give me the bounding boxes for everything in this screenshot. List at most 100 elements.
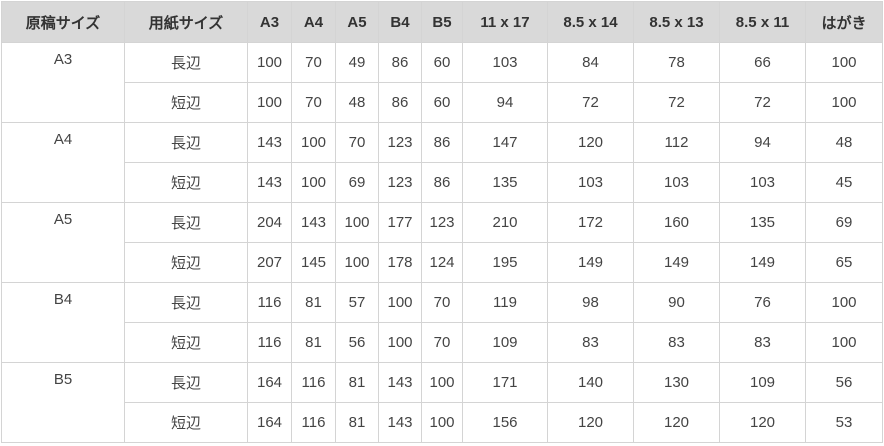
table-row: A5 長辺 204 143 100 177 123 210 172 160 135 69 (1, 202, 883, 283)
ratio-cell: 130 (633, 362, 720, 403)
ratio-cell: 112 (633, 122, 720, 163)
table-row: A4 長辺 143 100 70 123 86 147 120 112 94 48 (1, 122, 883, 203)
original-size: A4 (1, 122, 125, 203)
ratio-cell: 72 (719, 82, 806, 123)
column-header: 8.5 x 14 (547, 1, 634, 43)
ratio-cell: 98 (547, 282, 634, 323)
ratio-cell: 145 (291, 242, 336, 283)
original-size: B4 (1, 282, 125, 363)
ratio-cell: 72 (633, 82, 720, 123)
ratio-cell: 143 (247, 122, 292, 163)
column-header: B5 (421, 1, 463, 43)
ratio-cell: 90 (633, 282, 720, 323)
ratio-cell: 100 (378, 322, 422, 363)
ratio-cell: 70 (291, 42, 336, 83)
paper-side: 短辺 (124, 162, 248, 203)
paper-side: 長辺 (124, 42, 248, 83)
ratio-cell: 100 (421, 402, 463, 443)
ratio-cell: 149 (719, 242, 806, 283)
ratio-cell: 100 (805, 322, 883, 363)
ratio-cell: 70 (335, 122, 379, 163)
table-row: 短辺 143 100 69 123 86 135 103 103 103 45 (2, 162, 883, 203)
ratio-cell: 143 (291, 202, 336, 243)
ratio-cell: 65 (805, 242, 883, 283)
ratio-cell: 156 (462, 402, 548, 443)
ratio-cell: 204 (247, 202, 292, 243)
ratio-cell: 120 (547, 402, 634, 443)
ratio-cell: 120 (547, 122, 634, 163)
ratio-cell: 72 (547, 82, 634, 123)
ratio-cell: 70 (421, 282, 463, 323)
ratio-cell: 143 (247, 162, 292, 203)
ratio-cell: 100 (335, 242, 379, 283)
paper-side: 短辺 (124, 402, 248, 443)
ratio-cell: 83 (719, 322, 806, 363)
ratio-cell: 100 (247, 82, 292, 123)
column-header: はがき (805, 1, 883, 43)
column-header: 用紙サイズ (124, 1, 248, 43)
ratio-cell: 94 (719, 122, 806, 163)
table-row: B5 長辺 164 116 81 143 100 171 140 130 109 56 (1, 362, 883, 443)
table-body: A3 長辺 100 70 49 86 60 103 84 78 66 100 短辺 100 70 48 86 60… (1, 42, 883, 443)
ratio-cell: 172 (547, 202, 634, 243)
ratio-cell: 177 (378, 202, 422, 243)
ratio-cell: 120 (633, 402, 720, 443)
ratio-cell: 149 (547, 242, 634, 283)
ratio-cell: 147 (462, 122, 548, 163)
ratio-cell: 123 (378, 162, 422, 203)
ratio-cell: 195 (462, 242, 548, 283)
table-row: B4 長辺 116 81 57 100 70 119 98 90 76 100 (1, 282, 883, 363)
ratio-cell: 57 (335, 282, 379, 323)
ratio-cell: 149 (633, 242, 720, 283)
ratio-cell: 178 (378, 242, 422, 283)
ratio-cell: 143 (378, 402, 422, 443)
ratio-cell: 140 (547, 362, 634, 403)
paper-side: 長辺 (124, 122, 248, 163)
paper-side: 短辺 (124, 322, 248, 363)
ratio-cell: 116 (247, 322, 292, 363)
table-row: 短辺 164 116 81 143 100 156 120 120 120 53 (2, 402, 883, 443)
ratio-cell: 143 (378, 362, 422, 403)
ratio-cell: 207 (247, 242, 292, 283)
ratio-cell: 60 (421, 82, 463, 123)
table-row: 短辺 116 81 56 100 70 109 83 83 83 100 (2, 322, 883, 363)
ratio-cell: 81 (335, 402, 379, 443)
ratio-cell: 49 (335, 42, 379, 83)
ratio-cell: 123 (378, 122, 422, 163)
column-header: A4 (291, 1, 336, 43)
column-header: A5 (335, 1, 379, 43)
ratio-cell: 100 (805, 282, 883, 323)
ratio-cell: 69 (335, 162, 379, 203)
ratio-cell: 86 (378, 42, 422, 83)
ratio-cell: 109 (719, 362, 806, 403)
paper-side: 長辺 (124, 362, 248, 403)
paper-side: 長辺 (124, 282, 248, 323)
ratio-cell: 120 (719, 402, 806, 443)
ratio-cell: 81 (291, 282, 336, 323)
column-header: 8.5 x 13 (633, 1, 720, 43)
ratio-cell: 103 (547, 162, 634, 203)
ratio-cell: 103 (719, 162, 806, 203)
ratio-cell: 56 (335, 322, 379, 363)
ratio-cell: 103 (462, 42, 548, 83)
ratio-cell: 56 (805, 362, 883, 403)
ratio-cell: 100 (335, 202, 379, 243)
ratio-cell: 100 (805, 42, 883, 83)
ratio-cell: 86 (421, 162, 463, 203)
ratio-cell: 83 (547, 322, 634, 363)
ratio-cell: 116 (291, 402, 336, 443)
paper-side: 短辺 (124, 82, 248, 123)
original-size: A3 (1, 42, 125, 123)
ratio-cell: 53 (805, 402, 883, 443)
ratio-cell: 48 (335, 82, 379, 123)
ratio-cell: 100 (378, 282, 422, 323)
ratio-cell: 81 (291, 322, 336, 363)
ratio-cell: 86 (378, 82, 422, 123)
ratio-cell: 94 (462, 82, 548, 123)
ratio-cell: 84 (547, 42, 634, 83)
column-header: 原稿サイズ (1, 1, 125, 43)
column-header: 8.5 x 11 (719, 1, 806, 43)
ratio-cell: 100 (291, 162, 336, 203)
ratio-cell: 45 (805, 162, 883, 203)
